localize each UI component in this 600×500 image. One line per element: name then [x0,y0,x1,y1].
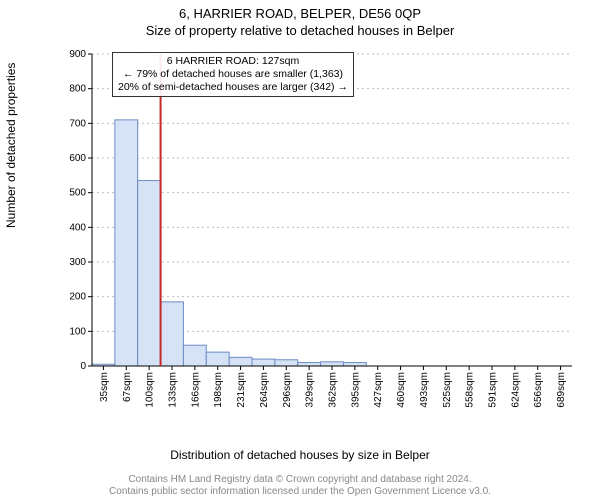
svg-text:198sqm: 198sqm [213,372,224,408]
svg-text:525sqm: 525sqm [442,372,453,408]
svg-text:395sqm: 395sqm [350,372,361,408]
footer: Contains HM Land Registry data © Crown c… [0,474,600,498]
svg-text:35sqm: 35sqm [99,372,110,402]
callout-line-2: ← 79% of detached houses are smaller (1,… [118,68,348,81]
callout-line-1: 6 HARRIER ROAD: 127sqm [118,55,348,68]
marker-callout: 6 HARRIER ROAD: 127sqm ← 79% of detached… [112,52,354,97]
svg-text:689sqm: 689sqm [556,372,567,408]
svg-text:427sqm: 427sqm [373,372,384,408]
svg-text:400: 400 [69,222,86,233]
svg-text:0: 0 [80,361,86,372]
svg-text:67sqm: 67sqm [122,372,133,402]
y-axis-label: Number of detached properties [4,63,18,228]
svg-text:100: 100 [69,326,86,337]
svg-text:558sqm: 558sqm [465,372,476,408]
footer-line-2: Contains public sector information licen… [0,486,600,498]
svg-text:900: 900 [69,49,86,60]
svg-text:231sqm: 231sqm [236,372,247,408]
svg-text:460sqm: 460sqm [396,372,407,408]
svg-text:591sqm: 591sqm [488,372,499,408]
svg-text:656sqm: 656sqm [533,372,544,408]
chart-container: 6, HARRIER ROAD, BELPER, DE56 0QP Size o… [0,0,600,500]
footer-line-1: Contains HM Land Registry data © Crown c… [0,474,600,486]
svg-text:500: 500 [69,188,86,199]
svg-text:200: 200 [69,292,86,303]
svg-text:133sqm: 133sqm [168,372,179,408]
x-axis-label: Distribution of detached houses by size … [0,448,600,462]
svg-text:100sqm: 100sqm [145,372,156,408]
plot-area: 0 100 200 300 400 500 600 700 800 900 35sqm 67sqm 10… [58,48,578,408]
svg-text:800: 800 [69,84,86,95]
svg-text:624sqm: 624sqm [510,372,521,408]
svg-text:362sqm: 362sqm [328,372,339,408]
svg-text:700: 700 [69,118,86,129]
svg-text:300: 300 [69,257,86,268]
chart-title-main: 6, HARRIER ROAD, BELPER, DE56 0QP [0,0,600,21]
svg-text:264sqm: 264sqm [259,372,270,408]
plot-svg: 0 100 200 300 400 500 600 700 800 900 35sqm 67sqm 10… [58,48,578,408]
svg-text:493sqm: 493sqm [419,372,430,408]
svg-text:296sqm: 296sqm [282,372,293,408]
callout-line-3: 20% of semi-detached houses are larger (… [118,81,348,94]
chart-title-sub: Size of property relative to detached ho… [0,21,600,42]
svg-text:329sqm: 329sqm [305,372,316,408]
svg-text:600: 600 [69,153,86,164]
svg-text:166sqm: 166sqm [190,372,201,408]
